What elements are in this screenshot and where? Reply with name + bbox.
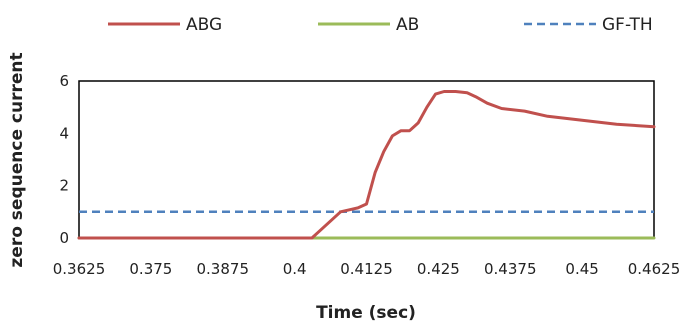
x-tick-label: 0.425 [417,260,460,278]
y-tick-label: 4 [59,124,69,142]
x-tick-label: 0.3625 [53,260,106,278]
y-tick-label: 2 [59,177,69,195]
x-axis-title: Time (sec) [316,303,416,323]
plot-area-border [78,80,655,239]
y-axis-ticks: 0 2 4 6 [59,72,69,247]
x-tick-label: 0.3875 [197,260,250,278]
y-axis-title: zero sequence current [7,52,27,267]
chart-legend: ABG AB GF-TH [108,15,653,35]
x-tick-label: 0.45 [565,260,598,278]
y-tick-label: 0 [59,229,69,247]
legend-label-gf-th: GF-TH [602,15,653,35]
x-tick-label: 0.4125 [340,260,393,278]
series-line-abg [77,90,656,240]
x-tick-label: 0.4375 [484,260,537,278]
x-tick-label: 0.4 [283,260,307,278]
x-axis-ticks: 0.3625 0.375 0.3875 0.4 0.4125 0.425 0.4375 0.4… [53,260,681,278]
x-tick-label: 0.4625 [628,260,681,278]
legend-label-ab: AB [396,15,419,35]
series-layer [77,90,656,240]
legend-label-abg: ABG [186,15,222,35]
x-tick-label: 0.375 [129,260,172,278]
y-tick-label: 6 [59,72,69,90]
